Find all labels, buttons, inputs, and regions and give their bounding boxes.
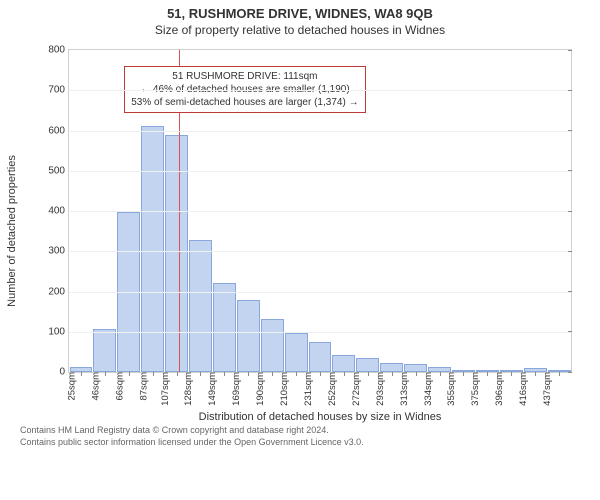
- x-tick-mark: [463, 372, 464, 376]
- x-tick-label: 149sqm: [203, 372, 218, 406]
- bar: [404, 364, 427, 372]
- grid-line: [69, 171, 571, 172]
- x-tick-mark: [153, 372, 154, 376]
- y-tick-mark: [568, 90, 572, 91]
- x-tick-label: 87sqm: [134, 372, 149, 401]
- x-tick-mark: [320, 372, 321, 376]
- annotation-line-1: 51 RUSHMORE DRIVE: 111sqm: [131, 70, 358, 83]
- x-tick-label: 272sqm: [347, 372, 362, 406]
- y-tick-label: 500: [48, 165, 69, 176]
- bar: [189, 240, 212, 372]
- y-tick-label: 700: [48, 85, 69, 96]
- bar: [93, 329, 116, 372]
- x-tick-mark: [105, 372, 106, 376]
- x-tick-mark: [535, 372, 536, 376]
- annotation-line-3: 53% of semi-detached houses are larger (…: [131, 96, 358, 109]
- x-tick-label: 46sqm: [87, 372, 102, 401]
- x-tick-label: 107sqm: [156, 372, 171, 406]
- x-tick-mark: [81, 372, 82, 376]
- bar: [380, 363, 403, 372]
- x-tick-mark: [129, 372, 130, 376]
- x-tick-mark: [392, 372, 393, 376]
- x-tick-label: 313sqm: [395, 372, 410, 406]
- y-tick-mark: [568, 211, 572, 212]
- y-tick-label: 600: [48, 125, 69, 136]
- x-tick-label: 375sqm: [466, 372, 481, 406]
- x-tick-label: 355sqm: [443, 372, 458, 406]
- page-subtitle: Size of property relative to detached ho…: [0, 23, 600, 37]
- y-tick-label: 400: [48, 206, 69, 217]
- grid-line: [69, 332, 571, 333]
- x-tick-mark: [416, 372, 417, 376]
- y-axis-label: Number of detached properties: [6, 155, 18, 307]
- bar: [332, 355, 355, 372]
- y-tick-mark: [568, 50, 572, 51]
- grid-line: [69, 211, 571, 212]
- plot-area: 51 RUSHMORE DRIVE: 111sqm ← 46% of detac…: [68, 49, 572, 373]
- chart-container: Number of detached properties 51 RUSHMOR…: [20, 41, 580, 421]
- bar: [285, 333, 308, 372]
- x-tick-mark: [559, 372, 560, 376]
- grid-line: [69, 90, 571, 91]
- x-tick-mark: [487, 372, 488, 376]
- y-tick-label: 300: [48, 246, 69, 257]
- y-tick-label: 800: [48, 45, 69, 56]
- bar: [237, 300, 260, 372]
- x-tick-label: 66sqm: [110, 372, 125, 401]
- x-tick-mark: [177, 372, 178, 376]
- x-tick-label: 25sqm: [63, 372, 78, 401]
- footer: Contains HM Land Registry data © Crown c…: [20, 425, 580, 448]
- x-tick-label: 128sqm: [180, 372, 195, 406]
- bar: [356, 358, 379, 372]
- x-tick-mark: [224, 372, 225, 376]
- x-tick-mark: [440, 372, 441, 376]
- y-tick-mark: [568, 291, 572, 292]
- bar: [141, 126, 164, 372]
- y-tick-label: 200: [48, 286, 69, 297]
- x-tick-label: 293sqm: [371, 372, 386, 406]
- x-tick-mark: [248, 372, 249, 376]
- y-tick-mark: [568, 170, 572, 171]
- x-tick-label: 252sqm: [323, 372, 338, 406]
- grid-line: [69, 251, 571, 252]
- x-tick-label: 231sqm: [299, 372, 314, 406]
- footer-line-1: Contains HM Land Registry data © Crown c…: [20, 425, 580, 437]
- x-tick-label: 210sqm: [275, 372, 290, 406]
- y-tick-mark: [568, 130, 572, 131]
- page-title: 51, RUSHMORE DRIVE, WIDNES, WA8 9QB: [0, 6, 600, 21]
- x-tick-mark: [368, 372, 369, 376]
- x-tick-label: 437sqm: [538, 372, 553, 406]
- x-tick-mark: [296, 372, 297, 376]
- bar: [261, 319, 284, 372]
- x-tick-mark: [511, 372, 512, 376]
- x-tick-mark: [272, 372, 273, 376]
- y-tick-mark: [568, 372, 572, 373]
- bar: [213, 283, 236, 372]
- x-tick-label: 169sqm: [227, 372, 242, 406]
- y-tick-mark: [568, 251, 572, 252]
- x-tick-mark: [344, 372, 345, 376]
- bar: [309, 342, 332, 372]
- x-tick-label: 334sqm: [419, 372, 434, 406]
- grid-line: [69, 292, 571, 293]
- x-tick-label: 416sqm: [514, 372, 529, 406]
- x-tick-label: 396sqm: [490, 372, 505, 406]
- footer-line-2: Contains public sector information licen…: [20, 437, 580, 449]
- x-axis-label: Distribution of detached houses by size …: [68, 411, 572, 423]
- x-tick-mark: [200, 372, 201, 376]
- y-tick-mark: [568, 331, 572, 332]
- x-tick-label: 190sqm: [251, 372, 266, 406]
- grid-line: [69, 131, 571, 132]
- y-tick-label: 100: [48, 326, 69, 337]
